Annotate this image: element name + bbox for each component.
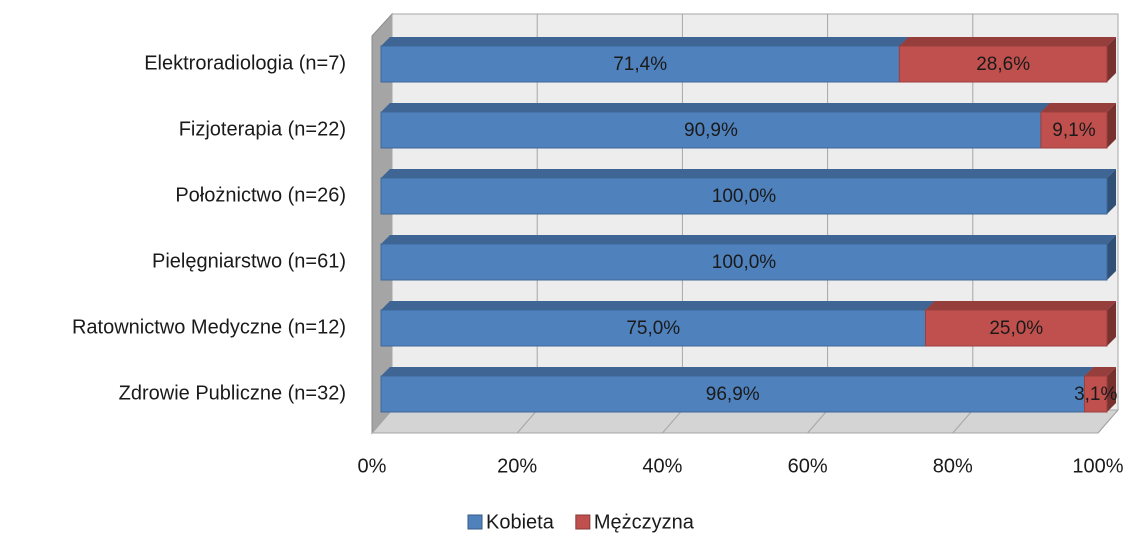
data-label: 100,0% — [712, 186, 777, 207]
bar — [380, 375, 1085, 413]
y-tick-label: Ratownictwo Medyczne (n=12) — [72, 316, 346, 338]
bar — [925, 309, 1108, 347]
x-tick-label: 40% — [642, 455, 682, 477]
legend-swatch — [575, 514, 591, 530]
bar — [898, 45, 1108, 83]
bar — [380, 177, 1108, 215]
bar — [380, 45, 900, 83]
bar-top — [381, 37, 909, 46]
grid-line — [662, 409, 683, 434]
floor — [370, 409, 1120, 434]
grid-line — [516, 409, 538, 434]
bar — [380, 309, 926, 347]
y-tick-label: Położnictwo (n=26) — [175, 184, 346, 206]
bar-top — [381, 103, 1050, 112]
bar-top — [1084, 367, 1116, 376]
y-tick-label: Zdrowie Publiczne (n=32) — [119, 382, 346, 404]
bar-top — [381, 367, 1094, 376]
bar-top — [1040, 103, 1116, 112]
data-label: 9,1% — [1052, 120, 1095, 141]
data-label: 3,1% — [1074, 384, 1117, 405]
grid-line — [371, 409, 393, 434]
bar — [1040, 111, 1108, 149]
y-tick-label: Fizjoterapia (n=22) — [179, 118, 346, 140]
data-label: 71,4% — [613, 54, 667, 75]
bar-side — [1107, 169, 1116, 214]
legend-label: Kobieta — [486, 511, 555, 533]
legend-swatch — [467, 514, 483, 530]
data-label: 75,0% — [626, 318, 680, 339]
x-tick-label: 100% — [1072, 455, 1123, 477]
bar-side — [1107, 103, 1116, 148]
bar-top — [381, 169, 1116, 178]
bar — [1083, 375, 1108, 413]
bar-side — [1107, 235, 1116, 280]
bar-side — [1107, 301, 1116, 346]
x-tick-label: 60% — [788, 455, 828, 477]
bar-top — [381, 235, 1116, 244]
grid-line — [952, 409, 974, 434]
data-label: 25,0% — [989, 318, 1043, 339]
x-tick-label: 0% — [358, 455, 387, 477]
bar-side — [1107, 367, 1116, 412]
y-tick-label: Elektroradiologia (n=7) — [144, 52, 346, 74]
grid-line — [807, 409, 828, 434]
grid-line — [1097, 409, 1119, 434]
x-tick-label: 20% — [497, 455, 537, 477]
legend-label: Mężczyzna — [594, 511, 695, 533]
data-label: 96,9% — [706, 384, 760, 405]
data-label: 28,6% — [976, 54, 1030, 75]
bar-top — [925, 301, 1116, 310]
x-tick-label: 80% — [933, 455, 973, 477]
bar-side — [1107, 37, 1116, 82]
y-tick-label: Pielęgniarstwo (n=61) — [152, 250, 346, 272]
data-label: 100,0% — [712, 252, 777, 273]
bar — [380, 111, 1042, 149]
bar-top — [899, 37, 1116, 46]
bar — [380, 243, 1108, 281]
data-label: 90,9% — [684, 120, 738, 141]
bar-top — [381, 301, 935, 310]
